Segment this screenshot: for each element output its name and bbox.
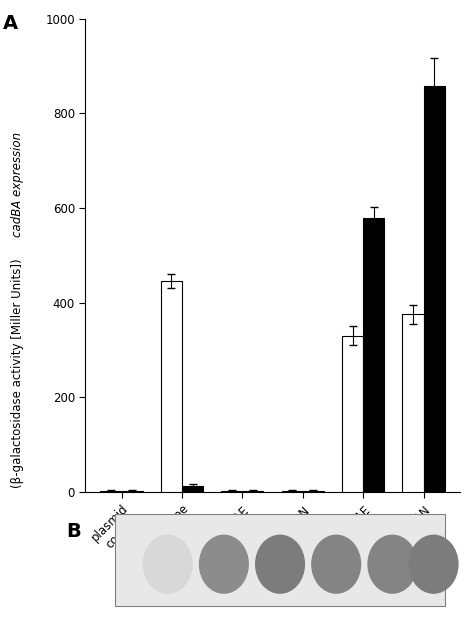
Text: A: A: [3, 14, 18, 33]
Bar: [402, 314, 424, 492]
Ellipse shape: [143, 535, 192, 593]
Ellipse shape: [368, 535, 417, 593]
Bar: [221, 491, 242, 492]
Text: (β-galactosidase activity [Miller Units]): (β-galactosidase activity [Miller Units]…: [11, 259, 25, 489]
FancyBboxPatch shape: [115, 514, 445, 607]
Text: cadBA expression: cadBA expression: [11, 132, 25, 237]
Ellipse shape: [255, 535, 304, 593]
Bar: [242, 491, 264, 492]
Ellipse shape: [409, 535, 458, 593]
Bar: [161, 281, 182, 492]
Ellipse shape: [312, 535, 361, 593]
Bar: [100, 491, 121, 492]
Bar: [363, 218, 384, 492]
Bar: [342, 336, 363, 492]
Bar: [303, 491, 324, 492]
Bar: [182, 486, 203, 492]
Bar: [282, 491, 303, 492]
Text: B: B: [66, 522, 82, 541]
Bar: [424, 86, 445, 492]
Bar: [121, 491, 143, 492]
Ellipse shape: [200, 535, 248, 593]
